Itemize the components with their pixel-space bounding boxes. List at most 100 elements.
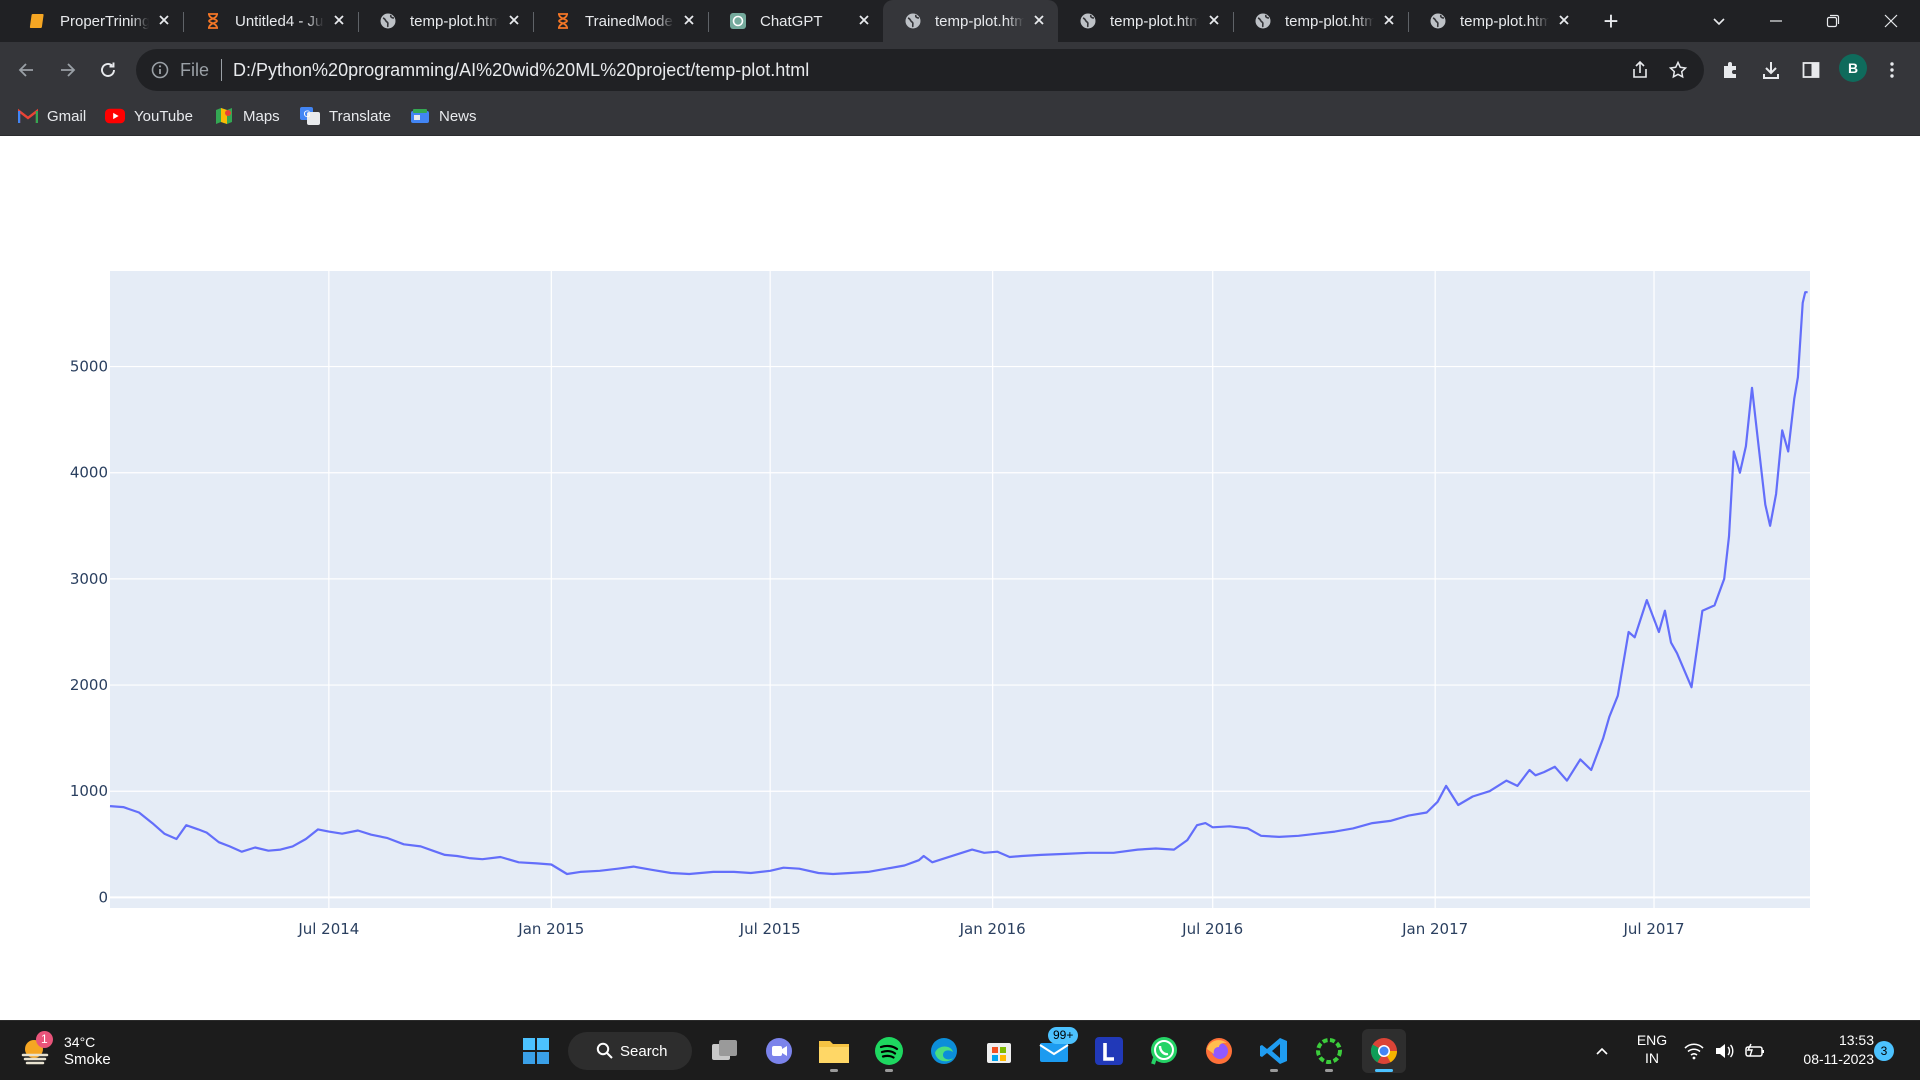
- browser-tab[interactable]: ProperTrining: [8, 0, 183, 42]
- taskbar-vscode[interactable]: [1252, 1029, 1296, 1073]
- side-panel-icon: [1802, 62, 1820, 78]
- profile-avatar[interactable]: B: [1839, 54, 1867, 82]
- tab-separator: [1233, 12, 1234, 32]
- close-window-button[interactable]: [1870, 0, 1912, 42]
- svg-text:G: G: [304, 110, 311, 120]
- globe-icon: [1428, 11, 1448, 31]
- browser-menu-button[interactable]: [1875, 53, 1909, 87]
- start-button[interactable]: [514, 1029, 558, 1073]
- browser-tab[interactable]: ChatGPT: [708, 0, 883, 42]
- taskbar-spotify[interactable]: [867, 1029, 911, 1073]
- bookmark-gmail[interactable]: Gmail: [18, 97, 86, 135]
- bookmark-translate[interactable]: G Translate: [300, 97, 391, 135]
- taskbar-chrome[interactable]: [1362, 1029, 1406, 1073]
- running-indicator: [830, 1069, 838, 1072]
- clock[interactable]: 13:53 08-11-2023: [1778, 1031, 1874, 1069]
- bookmark-maps[interactable]: Maps: [214, 97, 280, 135]
- bookmark-star-button[interactable]: [1658, 60, 1698, 80]
- tab-title: temp-plot.htm: [1110, 12, 1199, 30]
- reload-button[interactable]: [91, 53, 125, 87]
- bookmark-label: News: [439, 107, 477, 125]
- browser-tab[interactable]: temp-plot.htm: [358, 0, 533, 42]
- arrow-right-icon: [61, 63, 76, 77]
- puzzle-icon: [1724, 62, 1736, 78]
- close-tab-icon[interactable]: [855, 12, 873, 30]
- globe-icon: [903, 11, 923, 31]
- volume-icon: [1716, 1044, 1734, 1058]
- translate-icon: G: [300, 106, 320, 126]
- taskbar-microsoft-store[interactable]: [977, 1029, 1021, 1073]
- extensions-button[interactable]: [1714, 53, 1748, 87]
- back-button[interactable]: [10, 53, 44, 87]
- taskbar-teams-chat[interactable]: [757, 1029, 801, 1073]
- minimize-button[interactable]: [1755, 0, 1797, 42]
- address-bar[interactable]: File D:/Python%20programming/AI%20wid%20…: [136, 49, 1704, 91]
- close-tab-icon[interactable]: [155, 12, 173, 30]
- new-tab-button[interactable]: +: [1594, 0, 1628, 42]
- task-view-button[interactable]: [703, 1029, 747, 1073]
- browser-tab[interactable]: Untitled4 - Ju: [183, 0, 358, 42]
- y-tick-label: 2000: [70, 676, 108, 694]
- taskbar-firefox[interactable]: [1197, 1029, 1241, 1073]
- jupyter-hourglass-icon: [203, 11, 223, 31]
- region-code: IN: [1645, 1050, 1659, 1066]
- bookmark-label: YouTube: [134, 107, 193, 125]
- weather-widget[interactable]: 1 34°C Smoke: [20, 1029, 130, 1073]
- url-text[interactable]: D:/Python%20programming/AI%20wid%20ML%20…: [233, 59, 810, 80]
- running-indicator: [1325, 1069, 1333, 1072]
- y-tick-label: 1000: [70, 782, 108, 800]
- tab-title: ChatGPT: [760, 12, 823, 30]
- taskbar-l-app[interactable]: [1087, 1029, 1131, 1073]
- input-language[interactable]: ENG IN: [1630, 1031, 1674, 1067]
- close-tab-icon[interactable]: [1030, 12, 1048, 30]
- taskbar-edge[interactable]: [922, 1029, 966, 1073]
- close-tab-icon[interactable]: [1380, 12, 1398, 30]
- arrow-left-icon: [18, 63, 33, 77]
- show-hidden-icons-button[interactable]: [1588, 1037, 1616, 1065]
- share-button[interactable]: [1622, 60, 1658, 80]
- plot-area[interactable]: [110, 271, 1810, 908]
- forward-button[interactable]: [50, 53, 84, 87]
- tab-search-button[interactable]: [1704, 0, 1734, 42]
- tab-title: Untitled4 - Ju: [235, 12, 324, 30]
- taskbar-spinner-app[interactable]: [1307, 1029, 1351, 1073]
- side-panel-button[interactable]: [1794, 53, 1828, 87]
- close-tab-icon[interactable]: [330, 12, 348, 30]
- browser-tab[interactable]: temp-plot.htm: [883, 0, 1058, 42]
- system-tray-quick-settings[interactable]: [1684, 1037, 1766, 1065]
- info-icon[interactable]: [150, 60, 170, 80]
- browser-tab[interactable]: temp-plot.htm: [1058, 0, 1233, 42]
- whatsapp-icon: [1151, 1037, 1177, 1065]
- restore-button[interactable]: [1812, 0, 1854, 42]
- browser-tab[interactable]: temp-plot.htm: [1408, 0, 1583, 42]
- mail-icon: [1039, 1043, 1069, 1062]
- notification-center-button[interactable]: 3: [1874, 1041, 1894, 1061]
- jupyter-hourglass-icon: [553, 11, 573, 31]
- browser-tab[interactable]: TrainedModel: [533, 0, 708, 42]
- browser-tab[interactable]: temp-plot.htm: [1233, 0, 1408, 42]
- taskbar-whatsapp[interactable]: [1142, 1029, 1186, 1073]
- taskbar-search[interactable]: Search: [568, 1032, 692, 1070]
- close-tab-icon[interactable]: [1205, 12, 1223, 30]
- taskbar-mail[interactable]: 99+: [1032, 1027, 1079, 1073]
- tab-title: ProperTrining: [60, 12, 149, 30]
- gmail-icon: [18, 106, 38, 126]
- taskbar-file-explorer[interactable]: [812, 1029, 856, 1073]
- close-tab-icon[interactable]: [1555, 12, 1573, 30]
- close-tab-icon[interactable]: [505, 12, 523, 30]
- close-tab-icon[interactable]: [680, 12, 698, 30]
- bookmark-youtube[interactable]: YouTube: [105, 97, 193, 135]
- bookmark-news[interactable]: News: [410, 97, 477, 135]
- x-tick-label: Jan 2017: [1401, 920, 1468, 938]
- weather-temp: 34°C: [64, 1034, 96, 1050]
- line-chart[interactable]: Jul 2014 Jan 2015 Jul 2015 Jan 2016 Jul 2016…: [0, 136, 1920, 1020]
- windows-taskbar: 1 34°C Smoke Search 99+: [0, 1020, 1920, 1080]
- downloads-button[interactable]: [1754, 53, 1788, 87]
- x-tick-label: Jul 2014: [297, 920, 359, 938]
- meet-video-icon: [766, 1038, 792, 1064]
- tab-strip: ProperTrining Untitled4 - Ju temp-plot.htm…: [0, 0, 1920, 42]
- folder-icon: [819, 1041, 849, 1063]
- y-tick-label: 5000: [70, 358, 108, 376]
- price-series-line[interactable]: [109, 291, 1808, 876]
- notification-count: 3: [1880, 1044, 1888, 1058]
